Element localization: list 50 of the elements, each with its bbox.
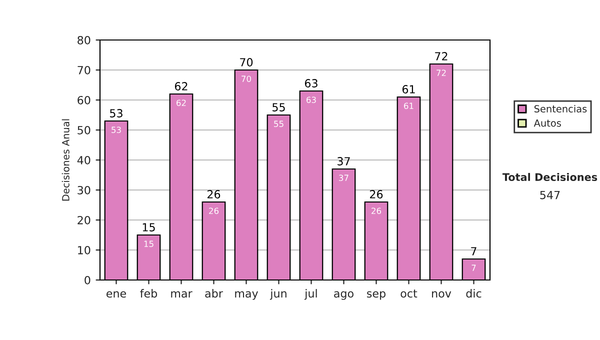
y-tick-label: 40 (77, 156, 90, 164)
x-tick-label: abr (205, 289, 223, 298)
y-axis-title: Decisiones Anual (62, 119, 70, 201)
x-tick-label: jun (270, 289, 286, 300)
y-tick-label: 60 (78, 96, 90, 104)
y-tick-label: 20 (78, 216, 90, 224)
data-label: 61 (404, 102, 414, 110)
y-tick-label: 80 (78, 36, 90, 44)
y-tick-label: 0 (84, 276, 90, 284)
data-label: 37 (339, 174, 348, 182)
annotation: 26 (207, 190, 220, 198)
data-label: 26 (372, 208, 382, 214)
data-label: 7 (472, 264, 476, 271)
x-tick-label: dic (466, 289, 482, 298)
x-tick-label: ago (334, 291, 354, 300)
annotation: 62 (174, 82, 188, 90)
data-label: 15 (144, 240, 154, 248)
text: Total Decisiones (502, 172, 598, 182)
annotation: 55 (272, 103, 285, 112)
data-label: 72 (436, 70, 446, 76)
annotation: 7 (471, 247, 476, 256)
x-tick-label: oct (400, 290, 418, 298)
annotation: 63 (304, 79, 318, 88)
legend-label: Autos (534, 120, 561, 127)
y-tick-label: 30 (78, 186, 90, 194)
data-label: 62 (176, 100, 186, 106)
data-label: 63 (306, 96, 316, 104)
data-label: 26 (209, 208, 219, 214)
y-tick-label: 70 (78, 66, 90, 74)
annotation: 72 (435, 52, 448, 60)
annotation: 61 (402, 85, 415, 94)
annotation: 53 (110, 109, 122, 118)
x-tick-label: jul (304, 289, 317, 300)
annotation: 26 (370, 190, 383, 198)
x-tick-label: sep (367, 291, 386, 300)
x-tick-label: feb (140, 289, 158, 298)
annotation: 37 (338, 157, 350, 166)
annotation: 15 (142, 223, 155, 232)
x-tick-label: nov (432, 291, 452, 298)
data-label: 53 (112, 126, 121, 134)
legend-label: Sentencias (534, 104, 587, 112)
x-tick-label: mar (171, 291, 192, 298)
data-label: 70 (242, 76, 251, 82)
text: 547 (540, 190, 560, 200)
y-tick-label: 10 (78, 246, 90, 254)
y-tick-label: 50 (78, 126, 90, 134)
data-label: 55 (274, 120, 284, 128)
x-tick-label: may (235, 291, 258, 300)
annotation: 70 (240, 58, 253, 66)
x-tick-label: ene (106, 291, 126, 298)
